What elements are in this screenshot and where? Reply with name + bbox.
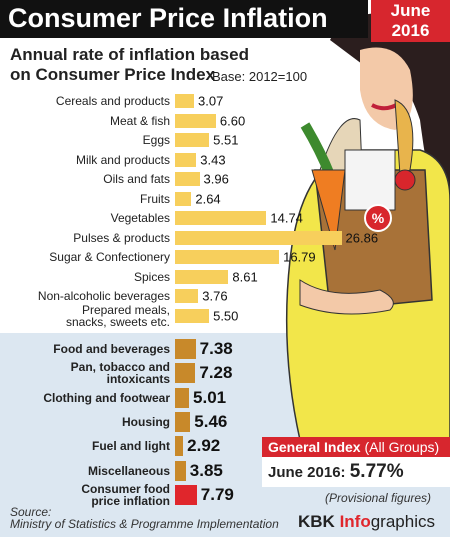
bar <box>175 411 191 432</box>
bar <box>175 94 195 108</box>
bar <box>175 211 267 225</box>
subtitle: Annual rate of inflation based on Consum… <box>10 45 249 84</box>
value-label: 3.76 <box>202 288 228 304</box>
value-label: 16.79 <box>283 249 316 265</box>
chart-title: Consumer Price Inflation <box>8 3 328 33</box>
bar <box>175 250 280 264</box>
value-label: 7.38 <box>199 339 233 358</box>
category-label: Non-alcoholic beverages <box>37 289 170 303</box>
source-label: Source: <box>10 505 52 519</box>
bar <box>175 460 186 481</box>
category-label: Milk and products <box>75 152 170 167</box>
bar <box>175 436 184 457</box>
general-index-header: General Index (All Groups) <box>262 437 450 457</box>
bar <box>175 172 200 186</box>
category-label: Pulses & products <box>73 230 170 245</box>
bar <box>175 289 199 303</box>
general-index-value: 5.77% <box>349 461 404 482</box>
category-label: Cereals and products <box>55 94 170 108</box>
credit: KBK Infographics <box>298 512 435 532</box>
category-label: Sugar & Confectionery <box>49 250 170 264</box>
svg-text:%: % <box>372 210 385 226</box>
general-index-title: General Index <box>268 439 361 455</box>
general-index-box: June 2016: 5.77% <box>262 457 450 487</box>
category-label: Pan, tobacco and intoxicants <box>70 360 170 387</box>
value-label: 5.51 <box>213 132 239 148</box>
value-label: 3.85 <box>189 460 223 480</box>
bar <box>175 113 216 128</box>
value-label: 26.86 <box>345 230 379 245</box>
category-label: Eggs <box>142 133 170 147</box>
value-label: 6.60 <box>219 113 246 128</box>
bar <box>175 484 197 505</box>
value-label: 14.74 <box>270 210 303 226</box>
bar <box>175 387 190 408</box>
value-label: 5.01 <box>193 387 227 407</box>
source-text: Ministry of Statistics & Programme Imple… <box>10 517 279 531</box>
credit-c: graphics <box>370 512 435 531</box>
category-label: Spices <box>133 269 170 284</box>
category-label: Food and beverages <box>53 342 170 356</box>
category-label: Oils and fats <box>103 172 170 186</box>
bar <box>175 133 210 147</box>
category-label: Clothing and footwear <box>43 390 170 405</box>
value-label: 3.96 <box>203 171 229 187</box>
bar <box>175 363 196 384</box>
date-badge: June 2016 <box>371 0 450 42</box>
value-label: 5.46 <box>194 411 228 431</box>
value-label: 7.28 <box>199 363 233 383</box>
category-label: Miscellaneous <box>87 463 170 478</box>
value-label: 3.07 <box>198 93 224 109</box>
bar <box>175 269 229 284</box>
provisional-note: (Provisional figures) <box>325 491 432 505</box>
general-index-note: (All Groups) <box>364 439 440 455</box>
category-label: Housing <box>122 414 170 429</box>
category-label: Consumer food price inflation <box>81 481 170 508</box>
value-label: 3.43 <box>200 152 226 167</box>
bar <box>175 191 192 206</box>
title-bar <box>0 0 368 38</box>
source: Source: Ministry of Statistics & Programm… <box>10 506 279 530</box>
category-label: Fuel and light <box>92 439 170 454</box>
bar <box>175 230 342 245</box>
value-label: 2.64 <box>195 191 221 206</box>
value-label: 8.61 <box>232 269 258 284</box>
category-label: Prepared meals, snacks, sweets etc. <box>65 302 170 329</box>
category-label: Vegetables <box>110 211 170 225</box>
category-label: Fruits <box>140 191 170 206</box>
bar <box>175 308 210 323</box>
bar <box>175 339 196 359</box>
credit-b: Info <box>339 512 371 531</box>
credit-a: KBK <box>298 512 340 531</box>
base-note: Base: 2012=100 <box>212 69 308 84</box>
value-label: 5.50 <box>213 308 239 323</box>
general-index-text: June 2016: <box>268 464 350 481</box>
bar <box>175 152 197 167</box>
category-label: Meat & fish <box>109 113 170 128</box>
value-label: 2.92 <box>187 436 221 456</box>
value-label: 7.79 <box>200 484 234 504</box>
